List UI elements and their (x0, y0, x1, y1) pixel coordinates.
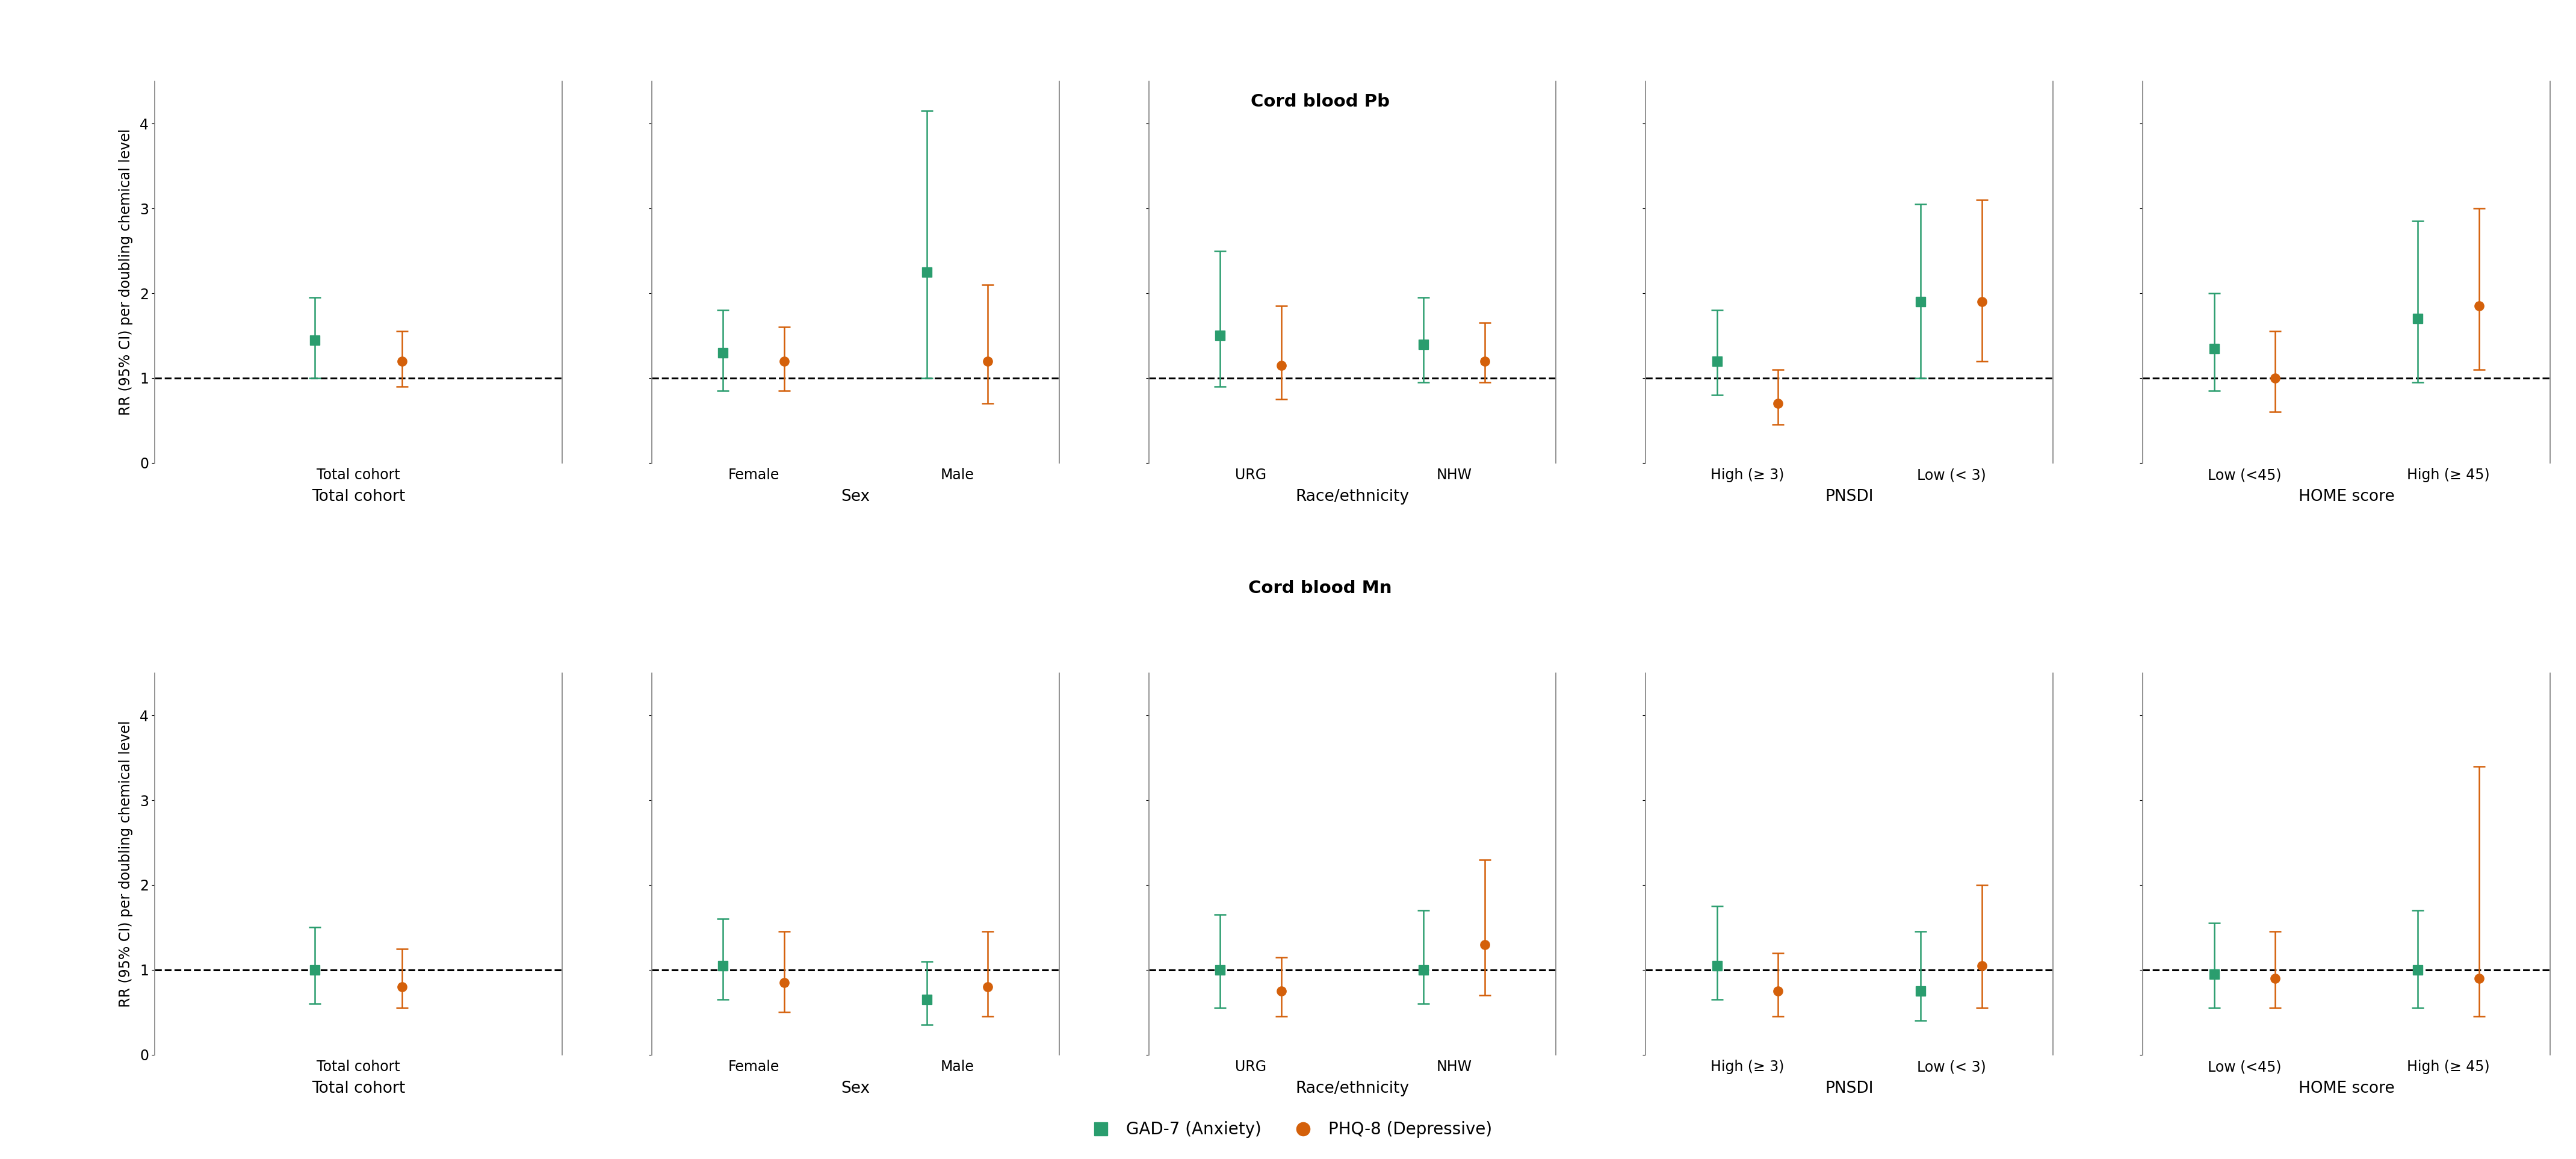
X-axis label: Total cohort: Total cohort (312, 1081, 404, 1096)
X-axis label: Total cohort: Total cohort (312, 489, 404, 504)
Text: Cord blood Pb: Cord blood Pb (1252, 93, 1388, 110)
X-axis label: Sex: Sex (840, 1081, 871, 1096)
Legend: GAD-7 (Anxiety), PHQ-8 (Depressive): GAD-7 (Anxiety), PHQ-8 (Depressive) (1077, 1115, 1499, 1145)
X-axis label: PNSDI: PNSDI (1826, 1081, 1873, 1096)
Y-axis label: RR (95% CI) per doubling chemical level: RR (95% CI) per doubling chemical level (118, 129, 134, 415)
X-axis label: Race/ethnicity: Race/ethnicity (1296, 489, 1409, 504)
X-axis label: PNSDI: PNSDI (1826, 489, 1873, 504)
Text: Cord blood Mn: Cord blood Mn (1249, 580, 1391, 597)
Y-axis label: RR (95% CI) per doubling chemical level: RR (95% CI) per doubling chemical level (118, 721, 134, 1007)
X-axis label: Race/ethnicity: Race/ethnicity (1296, 1081, 1409, 1096)
X-axis label: HOME score: HOME score (2298, 489, 2396, 504)
X-axis label: Sex: Sex (840, 489, 871, 504)
X-axis label: HOME score: HOME score (2298, 1081, 2396, 1096)
